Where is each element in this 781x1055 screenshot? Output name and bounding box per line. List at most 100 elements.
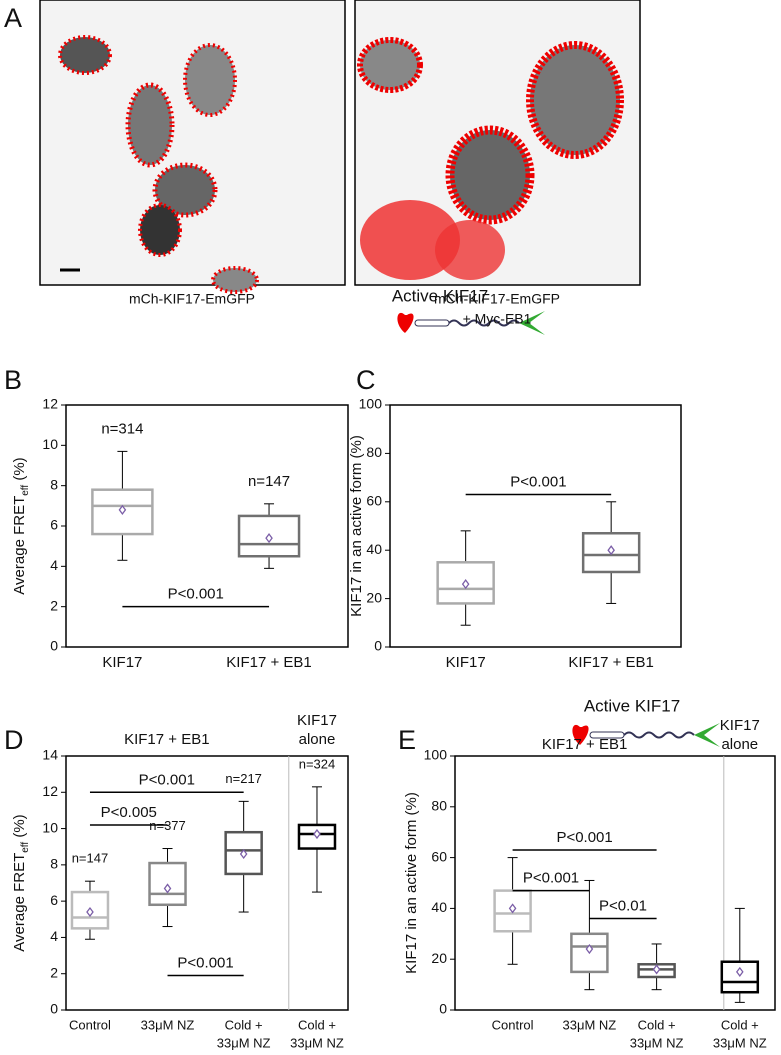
y-tick-label: 12: [42, 396, 58, 412]
significance-label: P<0.001: [510, 474, 566, 491]
group-label: KIF17: [720, 717, 760, 734]
y-tick-label: 20: [366, 589, 382, 605]
y-tick-label: 12: [42, 783, 58, 799]
x-tick-label: Cold +: [225, 1017, 263, 1032]
n-label: n=217: [225, 771, 262, 786]
mean-marker: [239, 848, 248, 860]
n-label: n=147: [72, 851, 109, 866]
image-caption: mCh-KIF17-EmGFP: [129, 291, 255, 307]
kif17-icon: [572, 723, 720, 747]
mean-marker: [508, 903, 517, 914]
y-tick-label: 2: [50, 964, 58, 980]
x-tick-label: 33μM NZ: [290, 1035, 344, 1050]
y-axis-label-part: KIF17 in an active form (%): [403, 792, 420, 974]
y-axis-label-part: (%): [11, 814, 28, 842]
x-tick-label: 33μM NZ: [217, 1035, 271, 1050]
y-axis-label: KIF17 in an active form (%): [348, 435, 365, 617]
mean-marker: [118, 504, 127, 515]
y-tick-label: 6: [50, 517, 58, 533]
y-tick-label: 0: [50, 638, 58, 654]
y-tick-label: 4: [50, 557, 58, 573]
y-axis-label-part: eff: [20, 485, 31, 496]
mean-marker: [163, 883, 172, 894]
panel-letter: A: [4, 3, 22, 33]
y-tick-label: 0: [439, 1001, 447, 1017]
panel-letter: E: [398, 725, 416, 755]
n-label: n=147: [248, 473, 290, 490]
x-tick-label: KIF17 + EB1: [568, 654, 653, 671]
group-label: KIF17: [297, 712, 337, 729]
y-tick-label: 4: [50, 928, 58, 944]
x-tick-label: 33μM NZ: [141, 1017, 195, 1032]
y-tick-label: 10: [42, 436, 58, 452]
micrograph-left: [39, 0, 346, 294]
y-axis-label: Average FRETeff (%): [11, 814, 31, 951]
y-tick-label: 100: [424, 747, 448, 763]
x-tick-label: 33μM NZ: [713, 1035, 767, 1050]
x-tick-label: KIF17: [102, 654, 142, 671]
chart-title: Active KIF17: [584, 696, 680, 715]
x-tick-label: Control: [492, 1017, 534, 1032]
plot-frame: [389, 404, 682, 648]
significance-label: P<0.01: [599, 898, 647, 915]
y-tick-label: 0: [50, 1001, 58, 1017]
y-tick-label: 40: [431, 899, 447, 915]
significance-label: P<0.005: [101, 804, 157, 821]
panel-letter: C: [356, 365, 376, 395]
y-tick-label: 100: [359, 396, 383, 412]
plot-frame: [454, 755, 776, 1011]
image-caption: mCh-KIF17-EmGFP: [434, 291, 560, 307]
x-tick-label: Control: [69, 1017, 111, 1032]
x-tick-label: Cold +: [298, 1017, 336, 1032]
x-tick-label: KIF17 + EB1: [226, 654, 311, 671]
panel-letter: D: [4, 725, 24, 755]
y-tick-label: 80: [366, 444, 382, 460]
x-tick-label: Cold +: [721, 1017, 759, 1032]
y-axis-label: KIF17 in an active form (%): [403, 792, 420, 974]
mean-marker: [461, 578, 470, 590]
mean-marker: [607, 545, 615, 556]
y-axis-label-part: (%): [11, 457, 28, 485]
y-tick-label: 20: [431, 950, 447, 966]
mean-marker: [585, 943, 594, 955]
panel-letter: B: [4, 365, 22, 395]
group-label: alone: [721, 736, 758, 753]
box: [493, 889, 532, 933]
y-tick-label: 60: [366, 493, 382, 509]
x-tick-label: Cold +: [638, 1017, 676, 1032]
x-tick-label: KIF17: [446, 654, 486, 671]
group-label: KIF17 + EB1: [542, 736, 627, 753]
mean-marker: [735, 966, 744, 977]
significance-label: P<0.001: [177, 954, 233, 971]
plot-frame: [65, 755, 349, 1011]
y-tick-label: 2: [50, 597, 58, 613]
y-tick-label: 80: [431, 798, 447, 814]
n-label: n=324: [299, 756, 336, 771]
chart-title: Active KIF17: [392, 286, 488, 305]
micrograph-right: [354, 0, 641, 286]
group-label: KIF17 + EB1: [124, 731, 209, 748]
y-tick-label: 40: [366, 541, 382, 557]
x-tick-label: 33μM NZ: [630, 1035, 684, 1050]
y-axis-label: Average FRETeff (%): [11, 457, 31, 594]
y-tick-label: 0: [374, 638, 382, 654]
x-tick-label: 33μM NZ: [563, 1017, 617, 1032]
n-label: n=314: [101, 420, 143, 437]
image-caption: + Myc-EB1: [463, 311, 532, 327]
y-axis-label-part: Average FRET: [11, 853, 28, 952]
group-label: alone: [299, 731, 336, 748]
mean-marker: [313, 828, 321, 840]
y-tick-label: 10: [42, 819, 58, 835]
mean-marker: [86, 906, 94, 918]
significance-label: P<0.001: [139, 771, 195, 788]
y-tick-label: 60: [431, 848, 447, 864]
significance-label: P<0.001: [168, 586, 224, 603]
mean-marker: [652, 964, 661, 975]
mean-marker: [265, 533, 273, 544]
kif17-icon: [397, 311, 545, 335]
significance-label: P<0.001: [523, 870, 579, 887]
y-axis-label-part: Average FRET: [11, 496, 28, 595]
y-tick-label: 8: [50, 476, 58, 492]
